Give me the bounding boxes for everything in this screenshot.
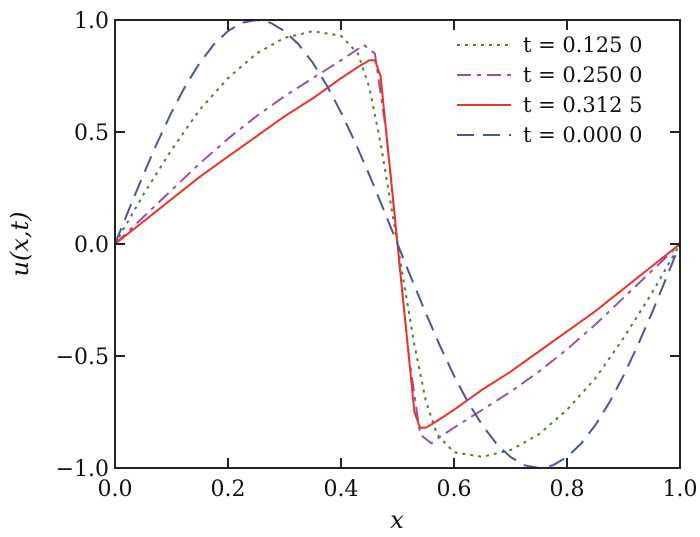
- legend-label-0: t = 0.125 0: [523, 33, 643, 57]
- y-tick-label: −1.0: [56, 457, 109, 482]
- series-line-1: [114, 43, 681, 445]
- x-axis-label: x: [390, 506, 404, 534]
- x-tick-label: 0.8: [550, 477, 585, 502]
- x-tick-label: 0.6: [437, 477, 472, 502]
- x-tick-label: 0.2: [211, 477, 246, 502]
- y-tick-label: −0.5: [56, 345, 109, 370]
- series-line-0: [114, 30, 681, 458]
- y-tick-label: 0.5: [74, 121, 109, 146]
- y-axis-label: u(x,t): [6, 212, 34, 277]
- ticks: 0.0 0.2 0.4 0.6 0.8 1.0 1.0 0.5 0.0 −0.5 −1.0: [56, 9, 698, 502]
- series-line-3: [114, 19, 681, 469]
- y-tick-label: 1.0: [74, 9, 109, 34]
- series-layer: [114, 19, 681, 469]
- legend-label-3: t = 0.000 0: [523, 123, 643, 147]
- legend: t = 0.125 0 t = 0.250 0 t = 0.312 5 t = 0.0…: [457, 33, 643, 147]
- x-tick-label: 0.0: [98, 477, 133, 502]
- legend-label-2: t = 0.312 5: [523, 93, 643, 117]
- y-tick-label: 0.0: [74, 233, 109, 258]
- x-tick-label: 0.4: [324, 477, 359, 502]
- legend-label-1: t = 0.250 0: [523, 63, 643, 87]
- x-tick-label: 1.0: [663, 477, 698, 502]
